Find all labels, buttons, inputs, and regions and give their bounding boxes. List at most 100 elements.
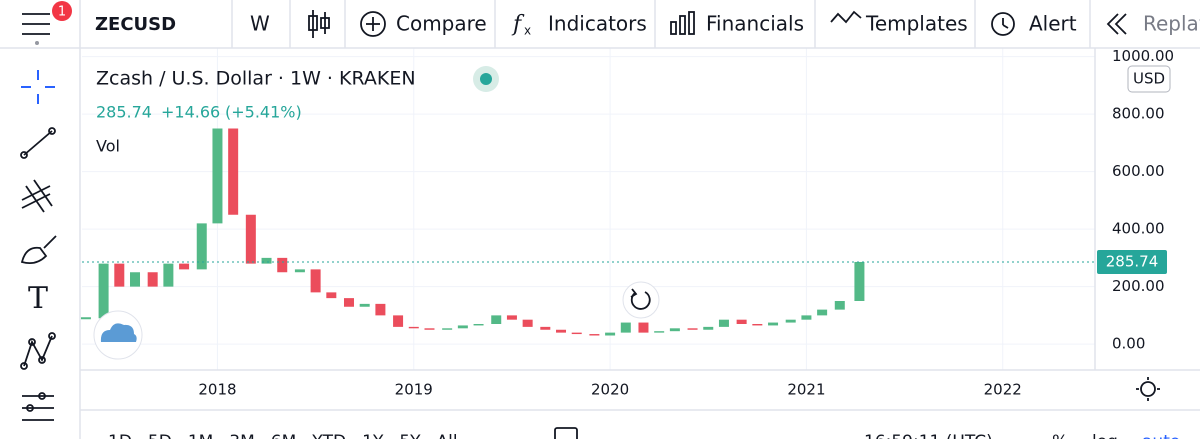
legend-change: +14.66	[161, 103, 220, 122]
y-tick-label: 0.00	[1112, 335, 1145, 353]
x-tick-label: 2020	[591, 381, 629, 399]
range-button[interactable]: All	[437, 432, 458, 439]
badge-count: 1	[58, 5, 66, 20]
candle	[817, 309, 828, 316]
interval[interactable]: W	[250, 12, 270, 36]
candle	[277, 257, 288, 273]
candle	[294, 269, 305, 273]
candle	[620, 322, 631, 333]
indicators-button[interactable]: Indicators	[548, 12, 647, 36]
candle	[375, 303, 386, 316]
candle	[589, 334, 600, 336]
candle	[638, 322, 649, 333]
range-button[interactable]: 1Y	[362, 432, 384, 439]
last-price-box	[1097, 249, 1167, 274]
candle	[98, 263, 109, 319]
range-button[interactable]: 1D	[108, 432, 132, 439]
y-tick-label: 600.00	[1112, 162, 1165, 180]
range-button[interactable]: 5Y	[399, 432, 421, 439]
legend-title: Zcash / U.S. Dollar · 1W · KRAKEN	[96, 68, 416, 90]
option-button[interactable]: %	[1052, 432, 1068, 439]
currency-box[interactable]	[1127, 65, 1171, 93]
menu-button[interactable]	[22, 13, 50, 45]
candle	[571, 332, 582, 335]
templates-icon	[830, 10, 862, 24]
range-button[interactable]: 3M	[229, 432, 254, 439]
candle	[736, 319, 747, 324]
trendline-tool[interactable]	[20, 127, 56, 159]
symbol[interactable]: ZECUSD	[95, 14, 176, 35]
text-tool[interactable]: T	[28, 281, 48, 316]
candle	[801, 315, 812, 320]
templates-button[interactable]: Templates	[865, 12, 968, 36]
y-tick-label: 200.00	[1112, 277, 1165, 295]
legend-volume: Vol	[96, 137, 120, 156]
crosshair-tool[interactable]	[21, 70, 55, 104]
candle	[785, 319, 796, 323]
legend-price: 285.74	[96, 103, 152, 122]
reset-button[interactable]	[622, 281, 660, 319]
compare-icon[interactable]	[360, 11, 386, 37]
candle	[326, 292, 337, 299]
candle	[834, 301, 845, 310]
pattern-tool[interactable]	[20, 332, 56, 370]
candle	[752, 324, 763, 326]
alert-icon	[991, 12, 1015, 36]
candle	[130, 272, 141, 287]
financials-button[interactable]: Financials	[706, 12, 804, 36]
legend-change-pct: (+5.41%)	[225, 103, 302, 122]
candle	[854, 261, 865, 301]
replay-button[interactable]: Replay	[1143, 12, 1200, 36]
candle	[163, 263, 174, 287]
prediction-tool[interactable]	[22, 392, 54, 421]
y-tick-label: 1000.00	[1112, 47, 1174, 65]
candle	[343, 298, 354, 307]
range-button[interactable]: 1M	[188, 432, 213, 439]
candle	[491, 315, 502, 324]
settings-icon[interactable]	[1136, 377, 1160, 401]
candle	[359, 303, 370, 307]
candle	[457, 325, 468, 329]
candle	[424, 328, 435, 330]
chart-style-button[interactable]	[308, 10, 330, 38]
candle	[196, 223, 207, 270]
x-tick-label: 2022	[984, 381, 1022, 399]
candle	[228, 128, 239, 215]
candle	[556, 329, 567, 333]
last-price-label: 285.74	[1106, 252, 1159, 270]
top-toolbar	[0, 0, 1200, 48]
candle	[245, 214, 256, 264]
left-toolbar	[0, 49, 80, 439]
candle	[768, 322, 779, 326]
notification-badge	[52, 1, 72, 21]
market-status-dot	[480, 73, 492, 85]
x-tick-label: 2021	[787, 381, 825, 399]
candle	[703, 326, 714, 330]
y-tick-label: 400.00	[1112, 220, 1165, 238]
x-tick-label: 2019	[395, 381, 433, 399]
cloud-logo[interactable]	[93, 310, 143, 360]
candle	[669, 328, 680, 332]
replay-icon	[1106, 13, 1127, 35]
y-tick-label: 800.00	[1112, 105, 1165, 123]
candle	[605, 332, 616, 336]
brush-tool[interactable]	[20, 235, 57, 265]
calendar-icon[interactable]	[554, 427, 578, 439]
candle	[114, 263, 125, 287]
candle	[687, 328, 698, 330]
range-button[interactable]: 6M	[271, 432, 296, 439]
fib-tool[interactable]	[21, 179, 53, 213]
candle	[261, 257, 272, 264]
candle	[212, 128, 223, 224]
alert-button[interactable]: Alert	[1029, 12, 1077, 36]
candle	[522, 319, 533, 327]
financials-icon	[670, 11, 695, 35]
range-button[interactable]: 5D	[148, 432, 172, 439]
candle	[310, 269, 321, 293]
option-button[interactable]: log	[1092, 432, 1118, 439]
option-button[interactable]: auto	[1142, 432, 1180, 439]
range-button[interactable]: YTD	[311, 432, 346, 439]
compare-button[interactable]: Compare	[396, 12, 487, 36]
candle	[393, 315, 404, 327]
